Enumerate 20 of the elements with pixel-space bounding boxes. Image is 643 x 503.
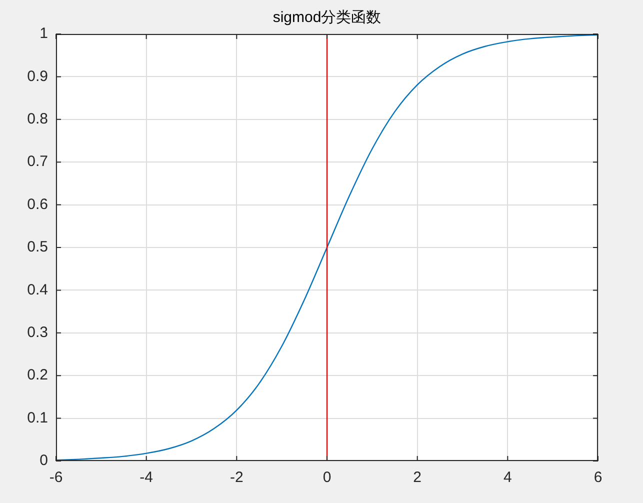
x-tick-label: -2 (230, 469, 244, 486)
y-tick-label: 0.5 (27, 238, 48, 256)
x-tick-label: 6 (594, 469, 602, 486)
x-tick-label: 2 (413, 469, 422, 486)
y-tick-label: 0.1 (27, 409, 48, 426)
y-tick-label: 1 (40, 25, 48, 42)
y-tick-label: 0.7 (27, 153, 48, 170)
y-tick-label: 0.4 (27, 281, 48, 298)
chart-title: sigmod分类函数 (272, 9, 382, 26)
x-tick-label: 0 (322, 469, 332, 486)
y-tick-label: 0.3 (27, 324, 48, 342)
y-tick-label: 0 (40, 452, 48, 470)
y-tick-label: 0.6 (27, 196, 48, 213)
x-tick-label: -6 (49, 469, 63, 486)
line-series (56, 34, 598, 461)
y-tick-label: 0.9 (27, 68, 48, 85)
y-tick-label: 0.8 (27, 110, 48, 128)
x-tick-label: 4 (503, 469, 512, 486)
y-tick-label: 0.2 (27, 366, 48, 384)
x-tick-label: -4 (140, 469, 154, 486)
